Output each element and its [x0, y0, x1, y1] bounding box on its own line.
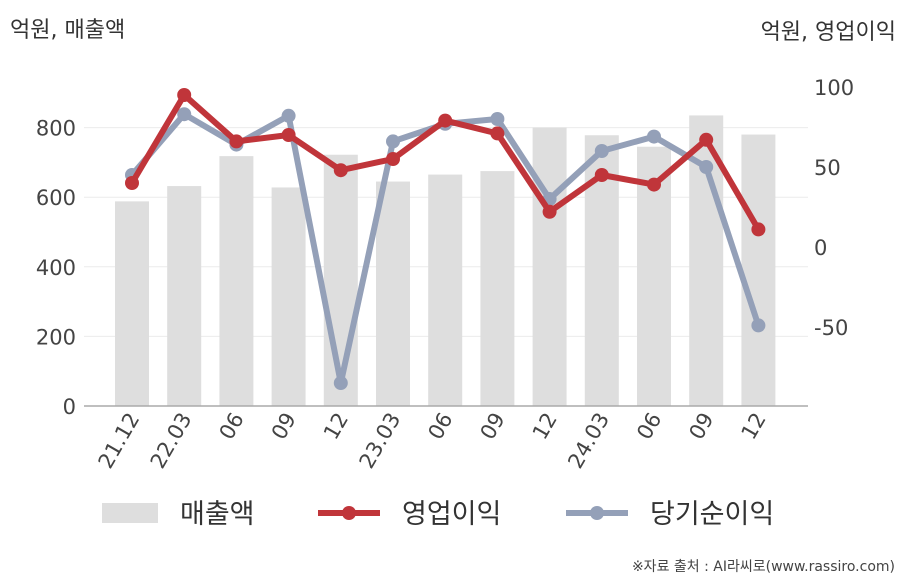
net-income-point [386, 134, 400, 149]
revenue-bar [376, 181, 410, 406]
legend: 매출액 영업이익 당기순이익 [102, 499, 774, 530]
revenue-bar [428, 174, 463, 406]
revenue-bar [323, 154, 358, 406]
operating-profit-point [229, 134, 244, 149]
x-tick-label: 06 [423, 409, 457, 444]
net-income-point [699, 160, 714, 174]
revenue-bar [115, 201, 149, 406]
right-tick-label: 50 [814, 156, 841, 180]
net-income-point [647, 129, 661, 144]
revenue-bar [167, 186, 202, 406]
x-tick-label: 09 [476, 409, 510, 444]
source-note: ※자료 출처 : AI라씨로(www.rassiro.com) [632, 559, 895, 575]
left-tick-label: 0 [63, 395, 76, 419]
x-tick-label: 09 [684, 409, 718, 444]
operating-profit-point [751, 222, 766, 237]
revenue-bar [271, 187, 306, 406]
operating-profit-point [333, 163, 348, 178]
x-tick-label: 22.03 [146, 409, 197, 473]
net-income-point [281, 108, 296, 123]
left-unit-label: 억원, 매출액 [10, 18, 125, 43]
revenue-bar [741, 134, 776, 406]
legend-marker-net-income [590, 506, 604, 520]
operating-profit-point [490, 126, 505, 141]
left-tick-label: 600 [36, 186, 76, 210]
right-tick-label: 100 [814, 76, 854, 100]
operating-profit-point [542, 204, 557, 219]
operating-profit-point [125, 176, 139, 190]
legend-label-revenue: 매출액 [180, 499, 255, 530]
right-tick-label: -50 [814, 316, 848, 340]
legend-swatch-revenue [102, 503, 158, 523]
net-income-point [594, 144, 609, 158]
operating-profit-point [594, 168, 609, 182]
x-tick-label: 24.03 [563, 409, 614, 473]
x-tick-label: 06 [215, 409, 249, 444]
operating-profit-point [438, 113, 453, 128]
left-tick-label: 800 [36, 117, 76, 141]
revenue-bar [532, 127, 567, 406]
legend-marker-operating-profit [342, 506, 356, 520]
operating-profit-point [177, 88, 192, 102]
net-income-point [751, 318, 766, 333]
revenue-bars [115, 115, 776, 407]
revenue-bar [480, 171, 515, 406]
operating-profit-point [647, 177, 661, 192]
operating-profit-point [386, 152, 400, 166]
right-tick-label: 0 [814, 236, 827, 260]
operating-profit-point [699, 132, 714, 147]
legend-label-operating-profit: 영업이익 [402, 499, 501, 530]
right-unit-label: 억원, 영업이익 [761, 20, 896, 45]
net-income-point [177, 107, 192, 122]
x-tick-label: 06 [632, 409, 666, 444]
legend-label-net-income: 당기순이익 [650, 499, 774, 530]
x-tick-label: 12 [737, 409, 771, 444]
net-income-point [490, 112, 505, 126]
x-tick-label: 23.03 [354, 409, 405, 473]
x-tick-label: 21.12 [93, 409, 144, 473]
profit-lines [125, 88, 766, 390]
operating-profit-point [281, 128, 296, 142]
revenue-bar [219, 156, 254, 406]
x-tick-label: 12 [319, 409, 353, 444]
x-tick-label: 09 [267, 409, 301, 444]
left-tick-label: 200 [36, 325, 76, 349]
x-tick-label: 12 [528, 409, 562, 444]
net-income-point [333, 376, 348, 390]
left-tick-label: 400 [36, 256, 76, 280]
